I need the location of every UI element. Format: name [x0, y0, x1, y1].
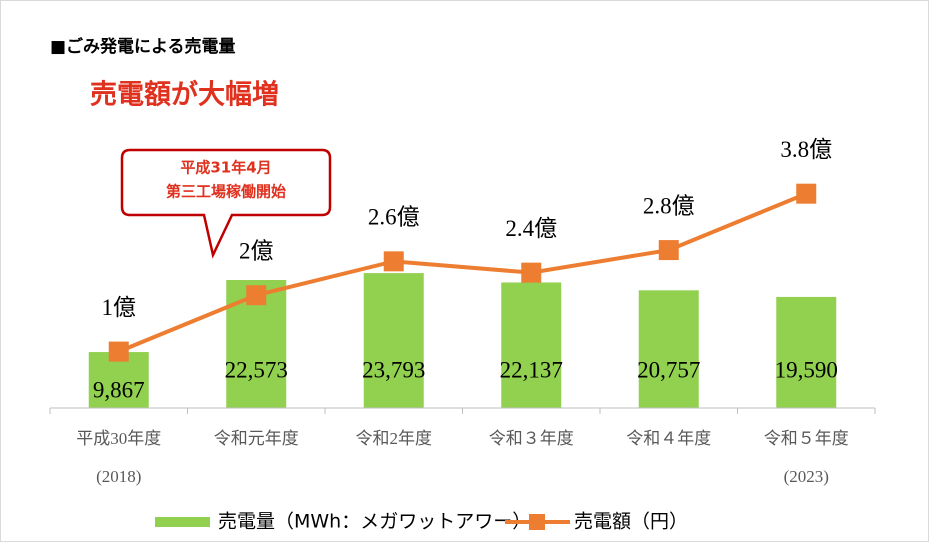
bar	[638, 290, 699, 408]
line-marker	[246, 285, 267, 306]
bar-label: 22,137	[500, 357, 563, 382]
x-tick-label: 令和５年度	[764, 429, 849, 448]
x-tick-label: 令和2年度	[356, 429, 433, 448]
bar	[363, 273, 424, 408]
legend-label: 売電量（MWh：メガワットアワー）	[218, 511, 531, 533]
bar	[501, 282, 562, 408]
x-tick-label: (2023)	[784, 467, 829, 486]
legend-label: 売電額（円）	[574, 511, 688, 533]
x-tick-label: 平成30年度	[76, 429, 161, 448]
bar	[776, 296, 837, 408]
x-tick-label: (2018)	[96, 467, 141, 486]
bar-label: 9,867	[93, 377, 145, 402]
callout	[120, 148, 332, 259]
line-marker	[521, 262, 542, 283]
line-label: 2億	[239, 238, 274, 263]
line-label: 2.4億	[505, 216, 557, 241]
bar-label: 23,793	[362, 357, 425, 382]
line-marker	[796, 183, 817, 204]
line	[117, 191, 808, 354]
bar-label: 20,757	[637, 357, 700, 382]
chart-title: ■ごみ発電による売電量	[50, 36, 236, 57]
line-label: 2.6億	[368, 205, 420, 230]
line-marker	[658, 240, 679, 261]
bar-label: 22,573	[225, 357, 288, 382]
line-marker	[108, 341, 129, 362]
legend-swatch	[529, 514, 545, 530]
chart-subtitle: 売電額が大幅増	[90, 79, 279, 111]
legend-swatch	[155, 517, 210, 527]
line-label: 2.8億	[643, 193, 695, 218]
bar-label: 19,590	[775, 357, 838, 382]
line-label: 3.8億	[780, 137, 832, 162]
line-label: 1億	[102, 295, 137, 320]
annotation: 第三工場稼働開始	[166, 183, 286, 201]
x-tick-label: 令和４年度	[626, 429, 711, 448]
line-marker	[383, 251, 404, 272]
annotation: 平成31年4月	[180, 159, 271, 177]
x-tick-label: 令和３年度	[489, 429, 574, 448]
x-tick-label: 令和元年度	[214, 429, 299, 448]
